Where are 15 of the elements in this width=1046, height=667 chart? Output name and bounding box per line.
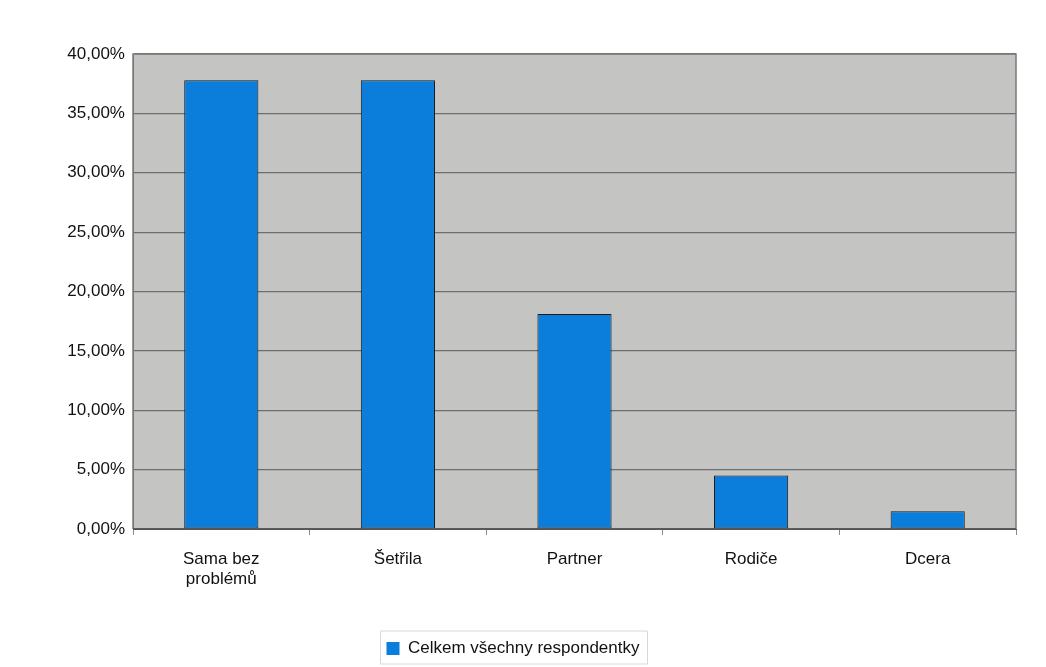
x-tick-label: Dcera: [905, 548, 951, 568]
x-tick-label: Partner: [546, 548, 603, 568]
y-tick-label: 10,00%: [67, 399, 125, 419]
x-tick-label: Šetřila: [373, 548, 423, 568]
x-tick-label: Rodiče: [724, 548, 778, 568]
legend-label: Celkem všechny respondentky: [408, 638, 640, 658]
y-tick-label: 40,00%: [67, 43, 125, 63]
y-tick-label: 35,00%: [67, 103, 125, 123]
y-tick-label: 25,00%: [67, 221, 125, 241]
y-tick-label: 15,00%: [67, 340, 125, 360]
y-tick-label: 20,00%: [67, 281, 125, 301]
y-tick-label: 30,00%: [67, 162, 125, 182]
y-tick-label: 0,00%: [76, 518, 125, 538]
y-tick-label: 5,00%: [76, 459, 125, 479]
x-tick-label: Sama bez problémů: [183, 548, 260, 589]
